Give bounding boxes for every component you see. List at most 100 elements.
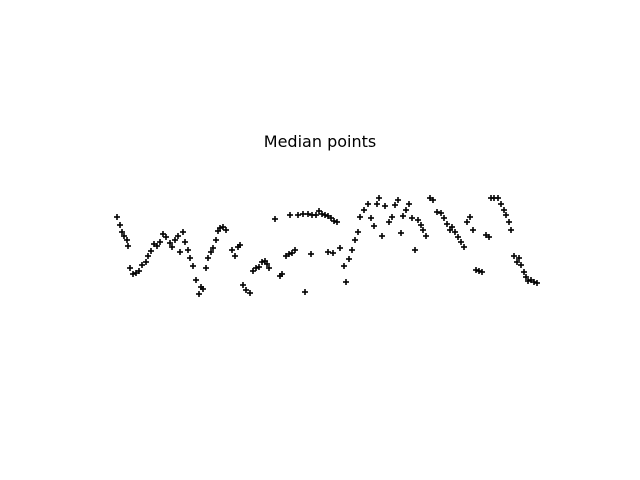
data-point xyxy=(157,239,163,245)
data-point xyxy=(406,201,412,207)
data-point xyxy=(361,207,367,213)
data-point xyxy=(412,247,418,253)
data-point xyxy=(449,224,455,230)
data-point xyxy=(337,245,343,251)
data-point xyxy=(256,264,262,270)
data-point xyxy=(420,227,426,233)
data-point xyxy=(409,215,415,221)
data-point xyxy=(386,219,392,225)
data-point xyxy=(287,212,293,218)
data-point xyxy=(371,223,377,229)
data-point xyxy=(148,248,154,254)
data-point xyxy=(514,259,520,265)
data-point xyxy=(203,265,209,271)
data-point xyxy=(240,282,246,288)
data-point xyxy=(127,265,133,271)
data-point xyxy=(365,201,371,207)
data-point xyxy=(319,211,325,217)
data-point xyxy=(289,250,295,256)
data-point xyxy=(205,255,211,261)
data-point xyxy=(250,268,256,274)
data-point xyxy=(452,229,458,235)
data-point xyxy=(136,268,142,274)
data-point xyxy=(125,243,131,249)
data-point xyxy=(464,219,470,225)
data-point xyxy=(486,234,492,240)
data-point xyxy=(516,255,522,261)
data-point xyxy=(392,202,398,208)
data-point xyxy=(322,212,328,218)
data-point xyxy=(434,209,440,215)
data-point xyxy=(349,247,355,253)
data-point xyxy=(525,278,531,284)
data-point xyxy=(534,280,540,286)
data-point xyxy=(163,234,169,240)
data-point xyxy=(398,230,404,236)
data-point xyxy=(438,210,444,216)
data-point xyxy=(266,265,272,271)
data-point xyxy=(441,215,447,221)
data-point xyxy=(518,262,524,268)
data-point xyxy=(172,237,178,243)
data-point xyxy=(423,233,429,239)
data-point xyxy=(379,233,385,239)
data-point xyxy=(247,290,253,296)
data-point xyxy=(531,279,537,285)
data-point xyxy=(521,269,527,275)
data-point xyxy=(418,222,424,228)
data-point xyxy=(461,244,467,250)
data-point xyxy=(124,237,130,243)
data-point xyxy=(229,247,235,253)
data-point xyxy=(237,242,243,248)
data-point xyxy=(145,253,151,259)
data-point xyxy=(503,212,509,218)
data-point xyxy=(467,214,473,220)
data-point xyxy=(119,229,125,235)
data-point xyxy=(143,259,149,265)
data-point xyxy=(154,243,160,249)
chart-title: Median points xyxy=(263,132,377,151)
data-point xyxy=(357,214,363,220)
data-point xyxy=(511,253,517,259)
data-point xyxy=(355,229,361,235)
data-point xyxy=(208,249,214,255)
data-point xyxy=(185,247,191,253)
data-point xyxy=(182,239,188,245)
data-point xyxy=(389,214,395,220)
data-point xyxy=(415,217,421,223)
data-point xyxy=(196,291,202,297)
data-point xyxy=(121,233,127,239)
data-point xyxy=(114,214,120,220)
data-point xyxy=(495,195,501,201)
data-point xyxy=(177,249,183,255)
data-point xyxy=(458,239,464,245)
data-point xyxy=(200,286,206,292)
data-point xyxy=(400,213,406,219)
data-point xyxy=(330,250,336,256)
data-point xyxy=(308,251,314,257)
data-point xyxy=(193,277,199,283)
data-point xyxy=(187,255,193,261)
data-point xyxy=(160,231,166,237)
data-point xyxy=(430,197,436,203)
data-point xyxy=(313,212,319,218)
data-point xyxy=(341,263,347,269)
data-point xyxy=(374,201,380,207)
data-point xyxy=(130,271,136,277)
data-point xyxy=(279,271,285,277)
data-point xyxy=(455,234,461,240)
data-point xyxy=(316,208,322,214)
data-point xyxy=(352,237,358,243)
data-point xyxy=(295,212,301,218)
data-point xyxy=(292,247,298,253)
data-point xyxy=(368,215,374,221)
data-point xyxy=(476,268,482,274)
data-point xyxy=(272,216,278,222)
data-point xyxy=(213,237,219,243)
data-point xyxy=(395,197,401,203)
data-point xyxy=(243,287,249,293)
data-point xyxy=(343,279,349,285)
data-point xyxy=(470,227,476,233)
data-point xyxy=(305,211,311,217)
data-point xyxy=(302,289,308,295)
